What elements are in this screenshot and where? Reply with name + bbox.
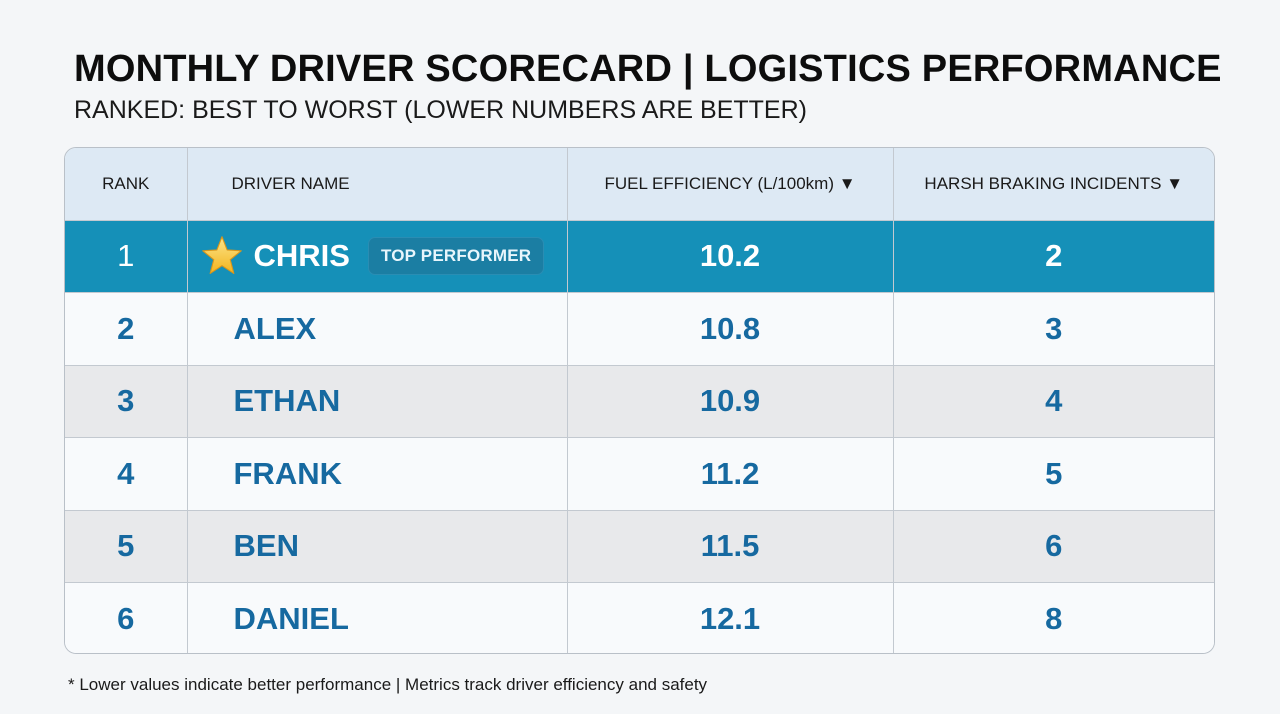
driver-name-text: CHRIS [253,238,350,274]
driver-name-cell: ETHAN [187,365,568,438]
fuel-efficiency-cell: 10.2 [567,220,894,293]
rank-cell: 6 [65,582,188,653]
rank-cell: 4 [65,437,188,511]
table-row: 4 FRANK 11.2 5 [65,437,1214,511]
page-subtitle: RANKED: BEST TO WORST (LOWER NUMBERS ARE… [74,96,807,124]
column-header-fuel-efficiency[interactable]: FUEL EFFICIENCY (L/100km) ▼ [567,148,894,221]
table-row: 3 ETHAN 10.9 4 [65,365,1214,438]
rank-cell: 3 [65,365,188,438]
column-header-driver-name: DRIVER NAME [187,148,568,221]
table-row: 2 ALEX 10.8 3 [65,292,1214,366]
rank-cell: 2 [65,292,188,366]
column-header-rank: RANK [65,148,188,221]
table-row: 6 DANIEL 12.1 8 [65,582,1214,653]
harsh-braking-cell: 3 [893,292,1214,366]
fuel-efficiency-cell: 11.5 [567,510,894,583]
harsh-braking-cell: 8 [1045,601,1063,636]
fuel-efficiency-cell: 10.9 [567,365,894,438]
column-header-harsh-braking[interactable]: HARSH BRAKING INCIDENTS ▼ [893,148,1214,221]
driver-name-cell: BEN [187,510,568,583]
table-row: 5 BEN 11.5 6 [65,510,1214,583]
top-performer-badge: TOP PERFORMER [367,237,545,276]
driver-name-cell: ALEX [187,292,568,366]
footnote: * Lower values indicate better performan… [68,675,708,694]
driver-name-cell: FRANK [187,437,568,511]
table-row-top-performer: 1 CHRIS TOP P [65,220,1214,293]
driver-name-cell: CHRIS TOP PERFORMER [187,220,568,293]
rank-cell: 5 [65,510,188,583]
harsh-braking-cell: 6 [893,510,1214,583]
star-icon [201,236,242,275]
page-title: MONTHLY DRIVER SCORECARD | LOGISTICS PER… [74,48,1222,90]
harsh-braking-cell: 2 [893,220,1214,293]
table-header-row: RANK DRIVER NAME FUEL EFFICIENCY (L/100k… [65,148,1214,221]
fuel-efficiency-cell: 11.2 [567,437,894,511]
harsh-braking-cell: 5 [893,437,1214,511]
harsh-braking-cell: 4 [893,365,1214,438]
scorecard-table: RANK DRIVER NAME FUEL EFFICIENCY (L/100k… [64,147,1215,654]
fuel-efficiency-cell: 10.8 [567,292,894,366]
rank-cell: 1 [65,220,188,293]
fuel-efficiency-cell: 12.1 [567,582,894,653]
driver-name-cell: DANIEL [187,582,568,653]
